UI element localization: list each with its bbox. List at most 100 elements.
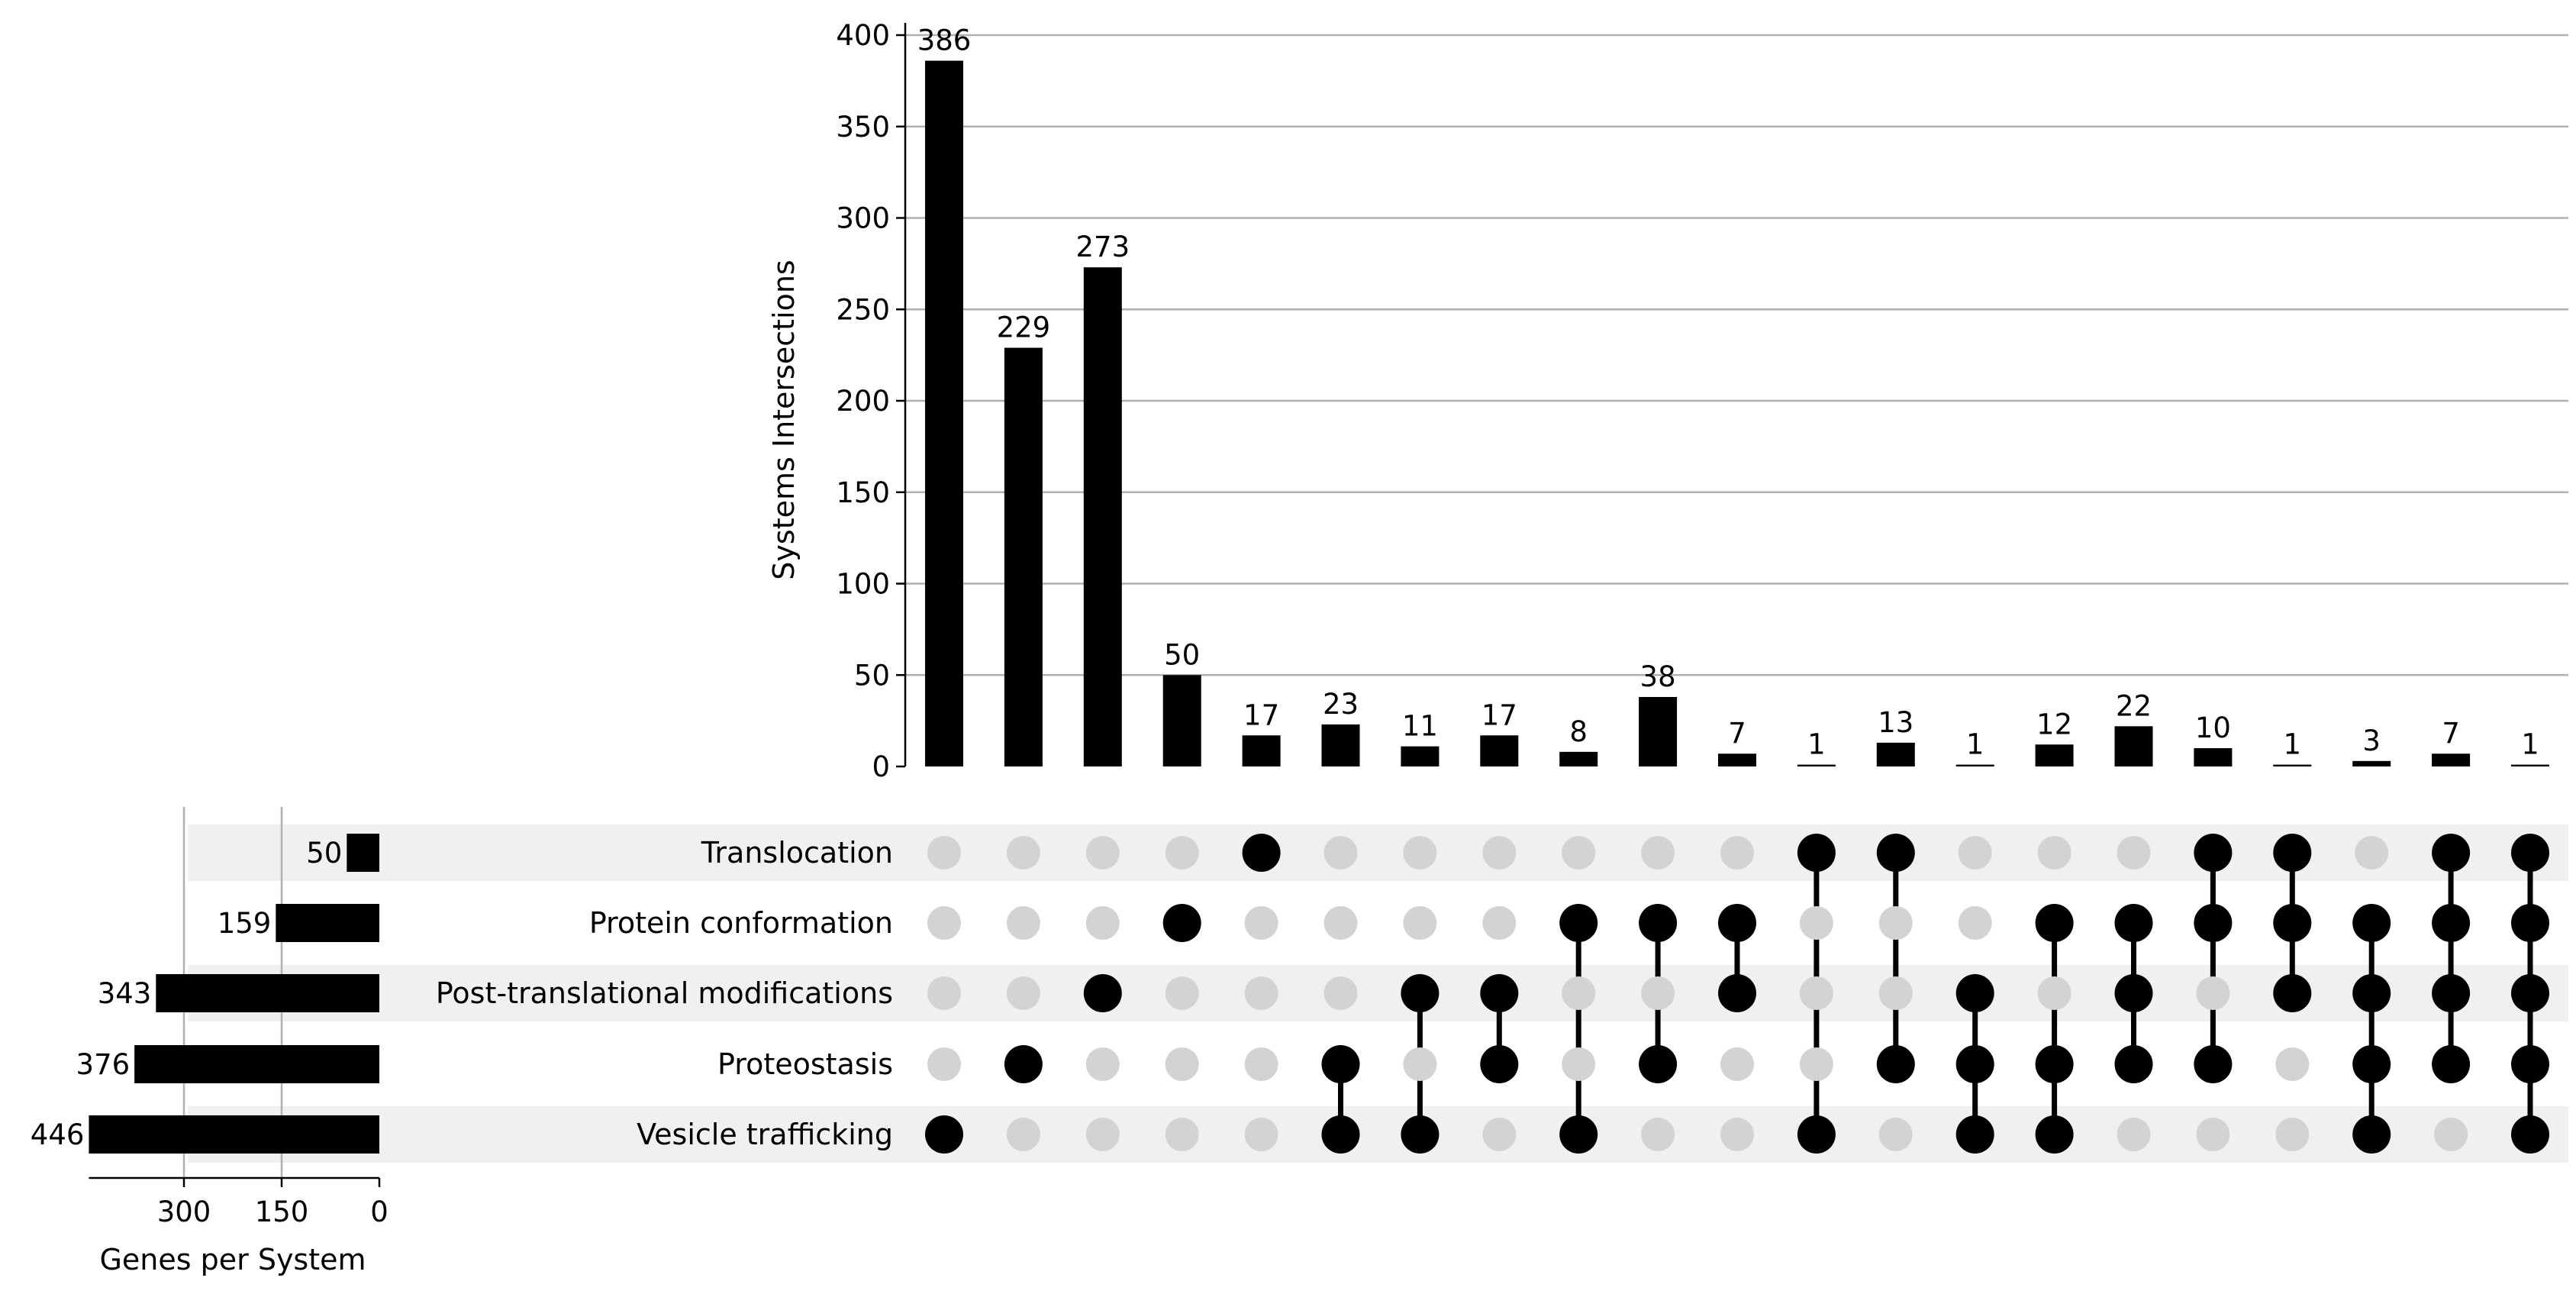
intersection-bar <box>2352 760 2391 766</box>
intersection-bar-label: 8 <box>1569 715 1588 748</box>
intersection-bar <box>1083 267 1122 766</box>
matrix-dot-active <box>1559 1115 1598 1154</box>
matrix-dot-active <box>1797 834 1836 872</box>
matrix-dot-active <box>1480 974 1519 1012</box>
set-name: Vesicle trafficking <box>637 1118 893 1151</box>
matrix-dot-inactive <box>2196 976 2230 1010</box>
matrix-dot-inactive <box>1720 1047 1754 1081</box>
set-size-bar <box>347 834 379 872</box>
set-size-bar <box>276 904 379 942</box>
matrix-row-stripes <box>188 824 2568 1163</box>
intersection-bar-label: 7 <box>1728 717 1746 750</box>
matrix-dot-active <box>2432 834 2471 872</box>
matrix-dot-inactive <box>1641 1118 1675 1151</box>
set-size-label: 376 <box>76 1048 131 1081</box>
matrix-dot-active <box>2035 1045 2074 1083</box>
matrix-dot-active <box>1162 904 1201 942</box>
set-name: Protein conformation <box>589 906 893 940</box>
set-name: Post-translational modifications <box>436 976 893 1010</box>
intersection-bar-label: 273 <box>1075 231 1130 263</box>
matrix-dot-inactive <box>1482 906 1517 940</box>
matrix-dot-inactive <box>2275 1118 2310 1151</box>
matrix-dot-active <box>1797 1115 1836 1154</box>
y-tick-label: 200 <box>836 385 890 418</box>
intersection-bar-label: 1 <box>1966 728 1984 761</box>
intersection-bar <box>2194 748 2233 766</box>
y-tick-label: 350 <box>836 111 890 144</box>
y-tick-label: 0 <box>872 750 890 783</box>
matrix-dot-inactive <box>1244 976 1278 1010</box>
matrix-dot-inactive <box>1482 836 1517 870</box>
matrix-dot-inactive <box>1562 836 1596 870</box>
matrix-dot-inactive <box>1562 1047 1596 1081</box>
intersection-bar <box>1876 742 1915 766</box>
matrix-dot-inactive <box>1085 1047 1120 1081</box>
matrix-dot-inactive <box>1085 906 1120 940</box>
intersection-bars <box>925 60 2549 766</box>
matrix-dot-inactive <box>1244 1047 1278 1081</box>
matrix-dot-inactive <box>1244 906 1278 940</box>
intersection-gridlines <box>905 34 2568 676</box>
intersection-bar-label: 23 <box>1323 688 1359 721</box>
intersection-bar-label: 10 <box>2195 712 2231 744</box>
intersection-bar-label: 3 <box>2362 724 2381 757</box>
set-size-bars <box>89 834 380 1154</box>
matrix-dot-active <box>2511 974 2549 1012</box>
y-tick-label: 400 <box>836 19 890 52</box>
row-stripe <box>188 1106 2568 1163</box>
matrix-dot-inactive <box>1085 836 1120 870</box>
set-size-bar <box>89 1115 380 1154</box>
matrix-dot-active <box>1876 834 1915 872</box>
intersection-bar <box>1162 675 1201 766</box>
set-size-label: 343 <box>98 977 152 1010</box>
set-size-labels: 50 159 343 376 446 <box>31 837 343 1151</box>
y-tick-label: 150 <box>836 476 890 509</box>
matrix-dot-inactive <box>2275 1047 2310 1081</box>
matrix-dot-inactive <box>1799 1047 1833 1081</box>
matrix-dot-active <box>2511 1045 2549 1083</box>
matrix-dot-active <box>2194 834 2233 872</box>
intersection-bar-label: 17 <box>1481 699 1517 731</box>
matrix-dot-inactive <box>2355 836 2389 870</box>
intersection-bar <box>1797 764 1836 766</box>
matrix-dot-active <box>1955 1115 1994 1154</box>
intersection-bar <box>1004 347 1043 766</box>
matrix-dot-active <box>2352 904 2391 942</box>
intersection-matrix <box>925 834 2549 1154</box>
matrix-dot-active <box>2352 974 2391 1012</box>
y-tick-label: 250 <box>836 293 890 326</box>
intersection-bar-label: 386 <box>917 24 972 57</box>
y-tick-label: 50 <box>854 659 890 692</box>
matrix-dot-inactive <box>1323 906 1358 940</box>
intersection-bar-label: 1 <box>2521 728 2539 761</box>
matrix-dot-active <box>1401 1115 1440 1154</box>
matrix-dot-active <box>1480 1045 1519 1083</box>
matrix-dot-inactive <box>1006 976 1040 1010</box>
matrix-dot-inactive <box>2037 976 2071 1010</box>
matrix-dot-inactive <box>1323 836 1358 870</box>
matrix-dot-active <box>2194 904 2233 942</box>
intersection-bar <box>2114 726 2153 766</box>
matrix-dot-inactive <box>927 836 961 870</box>
matrix-dot-inactive <box>1878 976 1913 1010</box>
intersection-bar <box>1559 751 1598 766</box>
matrix-dot-active <box>1004 1045 1043 1083</box>
matrix-dot-inactive <box>1403 906 1437 940</box>
matrix-dot-active <box>1955 1045 1994 1083</box>
intersection-bar <box>1639 696 1678 766</box>
intersection-bar-label: 1 <box>2284 728 2302 761</box>
matrix-dot-active <box>2035 904 2074 942</box>
matrix-dot-inactive <box>1878 906 1913 940</box>
matrix-dot-inactive <box>2196 1118 2230 1151</box>
intersection-y-axis: 0 50 100 150 200 250 300 350 400 <box>836 19 907 783</box>
matrix-dot-inactive <box>1165 976 1199 1010</box>
matrix-dot-active <box>2273 974 2312 1012</box>
matrix-dot-active <box>1559 904 1598 942</box>
matrix-dot-active <box>2273 904 2312 942</box>
matrix-dot-active <box>2114 1045 2153 1083</box>
intersection-bar <box>2432 753 2471 766</box>
matrix-dot-active <box>1876 1045 1915 1083</box>
matrix-dot-inactive <box>1482 1118 1517 1151</box>
matrix-dot-active <box>1955 974 1994 1012</box>
